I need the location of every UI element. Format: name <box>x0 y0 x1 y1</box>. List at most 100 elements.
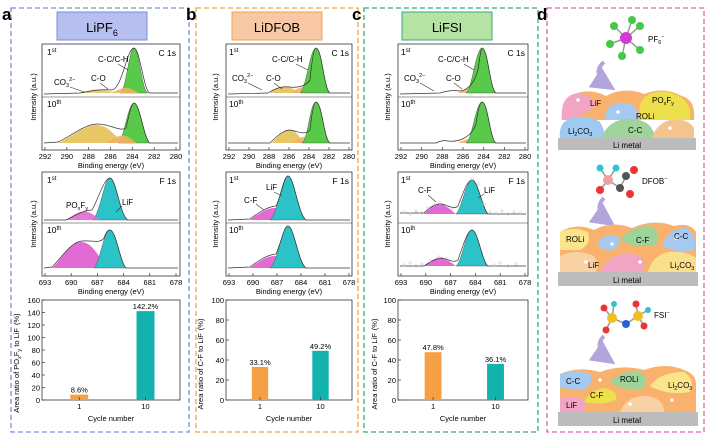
c1s-cycle1-peak-orange <box>110 87 140 93</box>
c1s-xlabel: Binding energy (eV) <box>256 161 323 170</box>
x-tick-label: 284 <box>303 152 316 161</box>
y-tick-label: 0 <box>36 396 40 405</box>
f1s-cycle1-peak-magenta <box>424 204 456 214</box>
c1s-cycle10-peak-yellow <box>58 124 124 143</box>
panel-a: 1st 10th C 1s C-C/C-H C-O CO32− Intensit… <box>12 43 183 423</box>
c1s-cycle10-envelope <box>400 101 526 144</box>
x-tick-label: 286 <box>283 152 296 161</box>
panel-d: PF6− LiF POxFy ROLi Li2CO3 C-C Li metal <box>558 16 698 426</box>
y-tick-label: 140 <box>27 309 40 318</box>
panel-c: 1st 10th C 1s C-C/C-H C-O CO32− Intensit… <box>370 43 532 423</box>
x-tick-label: 282 <box>323 152 336 161</box>
f1s-ylabel: Intensity (a.u.) <box>29 200 38 248</box>
ann-co: C-O <box>446 74 461 83</box>
x-tick-label: 292 <box>223 152 236 161</box>
x-tick-label: 684 <box>117 278 130 287</box>
f1s-xlabel: Binding energy (eV) <box>78 287 145 296</box>
x-tick-label: 290 <box>415 152 428 161</box>
x-tick-label: 693 <box>223 278 236 287</box>
ann-cc: C-C/C-H <box>98 55 129 64</box>
f1s-xlabel: Binding energy (eV) <box>430 287 497 296</box>
y-tick-label: 0 <box>392 396 396 405</box>
f1s-cycle10-label: 10th <box>401 225 415 235</box>
f1s-region-label: F 1s <box>332 176 349 186</box>
ann-lif: LiF <box>484 186 495 195</box>
c1s-region-label: C 1s <box>332 48 349 58</box>
ann-co: C-O <box>91 74 106 83</box>
y-tick-label: 80 <box>216 316 224 325</box>
y-tick-label: 60 <box>216 336 224 345</box>
f1s-plot-frame <box>41 171 181 277</box>
title-a: LiPF6 <box>86 20 118 38</box>
x-tick-label: 678 <box>343 278 356 287</box>
y-tick-label: 100 <box>27 334 40 343</box>
x-tick-label: 681 <box>319 278 332 287</box>
x-tick-label: 1 <box>431 402 435 411</box>
y-tick-label: 100 <box>383 296 396 305</box>
c1s-xticks: 292 290 288 286 284 282 280 <box>395 147 531 161</box>
bar-10 <box>312 350 329 400</box>
f1s-cycle1-label: 1st <box>401 175 411 185</box>
bar-chart-c: 0 20 40 60 80 100 47.8% 1 36.1% 10 Cycle number <box>383 296 529 423</box>
f1s-xticks: 693 690 687 684 681 678 <box>39 273 183 287</box>
fsi-label: FSI− <box>654 310 670 320</box>
ann-co3: CO32− <box>404 73 425 85</box>
f1s-cycle10-peak-magenta <box>424 258 456 266</box>
c1s-cycle1-peak-yellow <box>78 89 118 93</box>
sei1-lif: LiF <box>590 99 601 108</box>
bar-10 <box>487 363 504 400</box>
sei1-roli: ROLi <box>636 112 654 121</box>
sei3-li2co3: Li2CO3 <box>668 381 692 392</box>
ann-cc: C-C/C-H <box>438 55 469 64</box>
f1s-cycle1-raw-points <box>402 177 522 216</box>
x-tick-label: 678 <box>519 278 532 287</box>
f1s-cycle1-peak-magenta <box>66 211 102 220</box>
x-tick-label: 681 <box>494 278 507 287</box>
f1s-cycle10-envelope <box>43 229 178 269</box>
f1s-cycle10-raw-points <box>402 255 518 268</box>
x-tick-label: 684 <box>469 278 482 287</box>
arrow-down-2 <box>588 196 616 227</box>
ann-co3: CO32− <box>232 73 253 85</box>
c1s-cycle10-label: 10th <box>229 99 243 109</box>
c1s-cycle10-peak-yellow <box>272 130 304 143</box>
sei3-lif: LiF <box>566 401 577 410</box>
bar-value-label: 49.2% <box>310 342 332 351</box>
y-tick-label: 20 <box>32 384 40 393</box>
bar-ylabel-a: Area ratio of POxFy to LiF(%) <box>12 313 23 413</box>
c1s-ylabel: Intensity (a.u.) <box>211 73 220 121</box>
f1s-region-label: F 1s <box>508 176 525 186</box>
sei3-cc: C-C <box>566 377 580 386</box>
sei2-li2co3: Li2CO3 <box>670 261 694 272</box>
bar-value-label: 33.1% <box>249 358 271 367</box>
f1s-cycle1-envelope <box>227 175 350 221</box>
x-tick-label: 288 <box>82 152 95 161</box>
ann-lif: LiF <box>266 183 277 192</box>
c1s-ylabel: Intensity (a.u.) <box>383 73 392 121</box>
c1s-cycle1-label: 1st <box>47 47 57 57</box>
f1s-cycle10-peak-cyan <box>93 229 127 269</box>
title-b: LiDFOB <box>254 20 300 35</box>
panel-letter-d: d <box>537 5 547 24</box>
x-tick-label: 693 <box>395 278 408 287</box>
f1s-xticks: 693 690 687 684 681 678 <box>223 273 356 287</box>
x-tick-label: 687 <box>271 278 284 287</box>
x-tick-label: 687 <box>91 278 104 287</box>
x-tick-label: 1 <box>77 402 81 411</box>
x-tick-label: 286 <box>104 152 117 161</box>
c1s-cycle10-label: 10th <box>401 99 415 109</box>
f1s-region-label: F 1s <box>159 176 176 186</box>
x-tick-label: 687 <box>444 278 457 287</box>
ann-cc: C-C/C-H <box>272 55 303 64</box>
sei2-cc: C-C <box>674 232 688 241</box>
panel-b-border <box>195 7 359 433</box>
f1s-ylabel: Intensity (a.u.) <box>383 200 392 248</box>
f1s-cycle10-envelope <box>400 229 526 267</box>
f1s-cycle10-label: 10th <box>47 225 61 235</box>
x-tick-label: 678 <box>170 278 183 287</box>
panel-b: 1st 10th C 1s C-C/C-H C-O CO32− Intensit… <box>196 43 356 423</box>
f1s-cycle10-peak-cyan <box>455 229 489 267</box>
sei1-poxfy: POxFy <box>652 96 674 107</box>
bar-value-label: 8.6% <box>71 386 88 395</box>
